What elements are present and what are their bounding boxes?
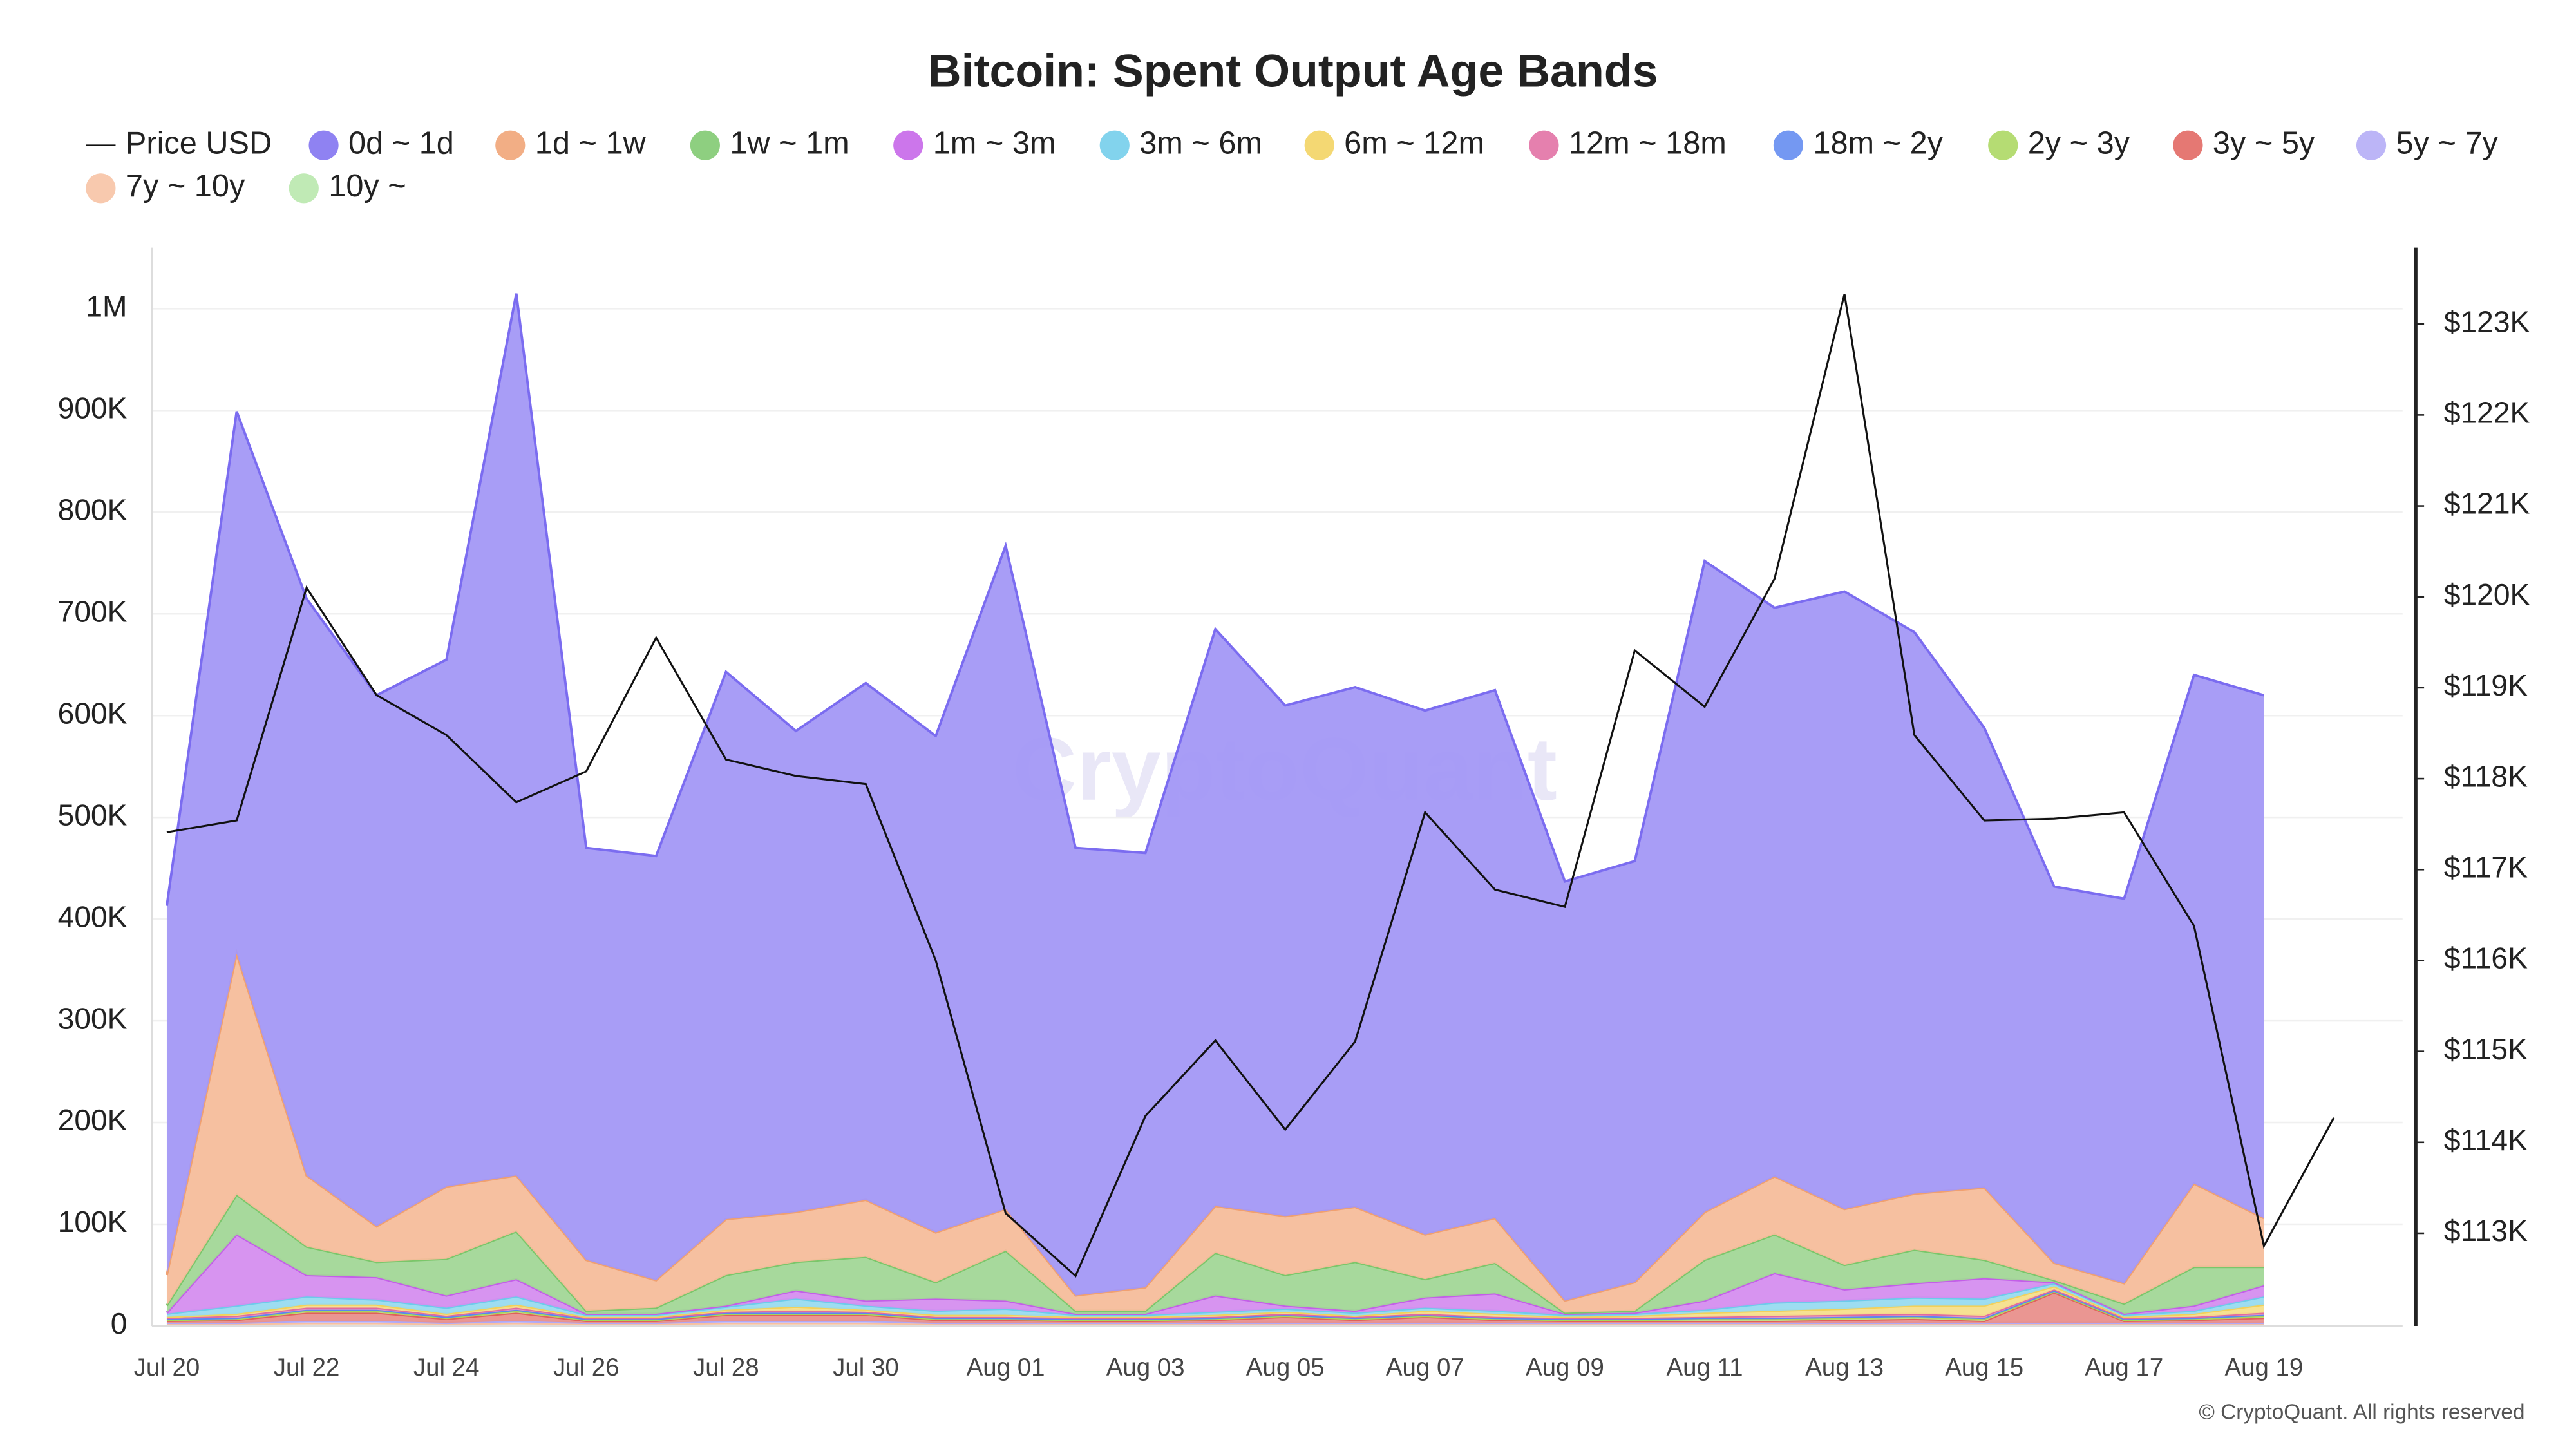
legend-label: 3m ~ 6m [1139, 126, 1262, 161]
areas [166, 293, 2265, 1327]
legend-item: 1w ~ 1m [690, 126, 849, 161]
legend-swatch [308, 130, 339, 160]
legend-item: 5y ~ 7y [2356, 126, 2499, 161]
legend-item: 10y ~ [289, 169, 406, 204]
x-tick-label: Jul 22 [274, 1354, 340, 1381]
area [166, 293, 2264, 1301]
y-tick-label: 500K [58, 798, 128, 831]
x-tick-label: Aug 13 [1805, 1354, 1884, 1381]
x-tick-label: Aug 01 [967, 1354, 1045, 1381]
legend-label: 10y ~ [328, 169, 406, 204]
legend-swatch [2356, 130, 2387, 160]
legend-swatch [1988, 130, 2018, 160]
legend-label: 3y ~ 5y [2213, 126, 2315, 161]
y-tick-label: 100K [58, 1205, 128, 1238]
area [166, 1234, 2264, 1315]
legend-item: 2y ~ 3y [1988, 126, 2130, 161]
x-tick-label: Aug 05 [1246, 1354, 1325, 1381]
y-tick-label: 700K [58, 594, 128, 628]
legend-label: Price USD [126, 126, 272, 161]
legend-label: 1d ~ 1w [535, 126, 647, 161]
y-tick-label: 300K [58, 1001, 128, 1035]
area [166, 1283, 2264, 1317]
legend-swatch [1099, 130, 1130, 160]
x-tick-label: Aug 17 [2085, 1354, 2163, 1381]
area-line [166, 293, 2264, 906]
legend-item: 3m ~ 6m [1099, 126, 1262, 161]
y2-tick-label: $123K [2444, 305, 2530, 338]
legend-item: 7y ~ 10y [86, 169, 245, 204]
x-tick-label: Aug 09 [1526, 1354, 1604, 1381]
x-tick-label: Aug 11 [1666, 1354, 1743, 1381]
y2-tick-label: $118K [2444, 759, 2528, 793]
legend-swatch [893, 130, 923, 160]
x-tick-label: Jul 20 [134, 1354, 200, 1381]
x-tick-label: Aug 03 [1106, 1354, 1185, 1381]
x-tick-label: Aug 19 [2224, 1354, 2303, 1381]
legend-label: 18m ~ 2y [1813, 126, 1943, 161]
x-tick-label: Jul 24 [413, 1354, 480, 1381]
y-tick-label: 1M [86, 290, 127, 323]
legend-item: 3y ~ 5y [2173, 126, 2315, 161]
legend-item: Price USD [86, 126, 272, 161]
legend-item: 1d ~ 1w [495, 126, 647, 161]
legend-item: 6m ~ 12m [1304, 126, 1484, 161]
x-tick-label: Aug 15 [1945, 1354, 2023, 1381]
area [166, 953, 2264, 1313]
chart-title: Bitcoin: Spent Output Age Bands [928, 45, 1658, 97]
y-tick-label: 400K [58, 900, 128, 933]
legend-swatch [1304, 130, 1334, 160]
legend-swatch [2173, 130, 2203, 160]
legend-swatch [1773, 130, 1803, 160]
legend-item: 1m ~ 3m [893, 126, 1056, 161]
legend-swatch [289, 173, 319, 204]
y-tick-label: 0 [111, 1307, 128, 1340]
y2-tick-label: $113K [2444, 1214, 2528, 1247]
y2-tick-label: $119K [2444, 668, 2528, 702]
legend-label: 0d ~ 1d [348, 126, 454, 161]
y2-tick-label: $121K [2444, 487, 2530, 520]
y2-tick-label: $117K [2444, 850, 2528, 884]
y2-tick-label: $115K [2444, 1032, 2528, 1066]
legend-swatch [495, 130, 526, 160]
y2-tick-label: $114K [2444, 1123, 2528, 1157]
y2-tick-label: $116K [2444, 942, 2528, 975]
y-tick-label: 900K [58, 392, 128, 425]
y-tick-label: 200K [58, 1103, 128, 1137]
y-tick-label: 800K [58, 493, 128, 526]
legend-item: 0d ~ 1d [308, 126, 454, 161]
legend-swatch [690, 130, 720, 160]
x-tick-label: Jul 26 [553, 1354, 620, 1381]
x-tick-label: Aug 07 [1386, 1354, 1464, 1381]
legend-label: 12m ~ 18m [1569, 126, 1727, 161]
legend-label: 6m ~ 12m [1344, 126, 1484, 161]
x-tick-label: Jul 30 [833, 1354, 899, 1381]
legend-item: 18m ~ 2y [1773, 126, 1944, 161]
legend-item: 12m ~ 18m [1529, 126, 1727, 161]
footer: © CryptoQuant. All rights reserved [2199, 1401, 2524, 1425]
legend-label: 1w ~ 1m [730, 126, 849, 161]
y2-tick-label: $122K [2444, 396, 2530, 430]
legend-swatch [1529, 130, 1559, 160]
legend-swatch [86, 173, 116, 204]
x-tick-label: Jul 28 [693, 1354, 759, 1381]
area [166, 1292, 2264, 1323]
legend-label: 2y ~ 3y [2028, 126, 2130, 161]
y-tick-label: 600K [58, 696, 128, 730]
legend-label: 1m ~ 3m [933, 126, 1056, 161]
legend-label: 5y ~ 7y [2396, 126, 2499, 161]
price-line [166, 294, 2335, 1278]
y2-tick-label: $120K [2444, 578, 2530, 611]
legend-label: 7y ~ 10y [126, 169, 245, 204]
